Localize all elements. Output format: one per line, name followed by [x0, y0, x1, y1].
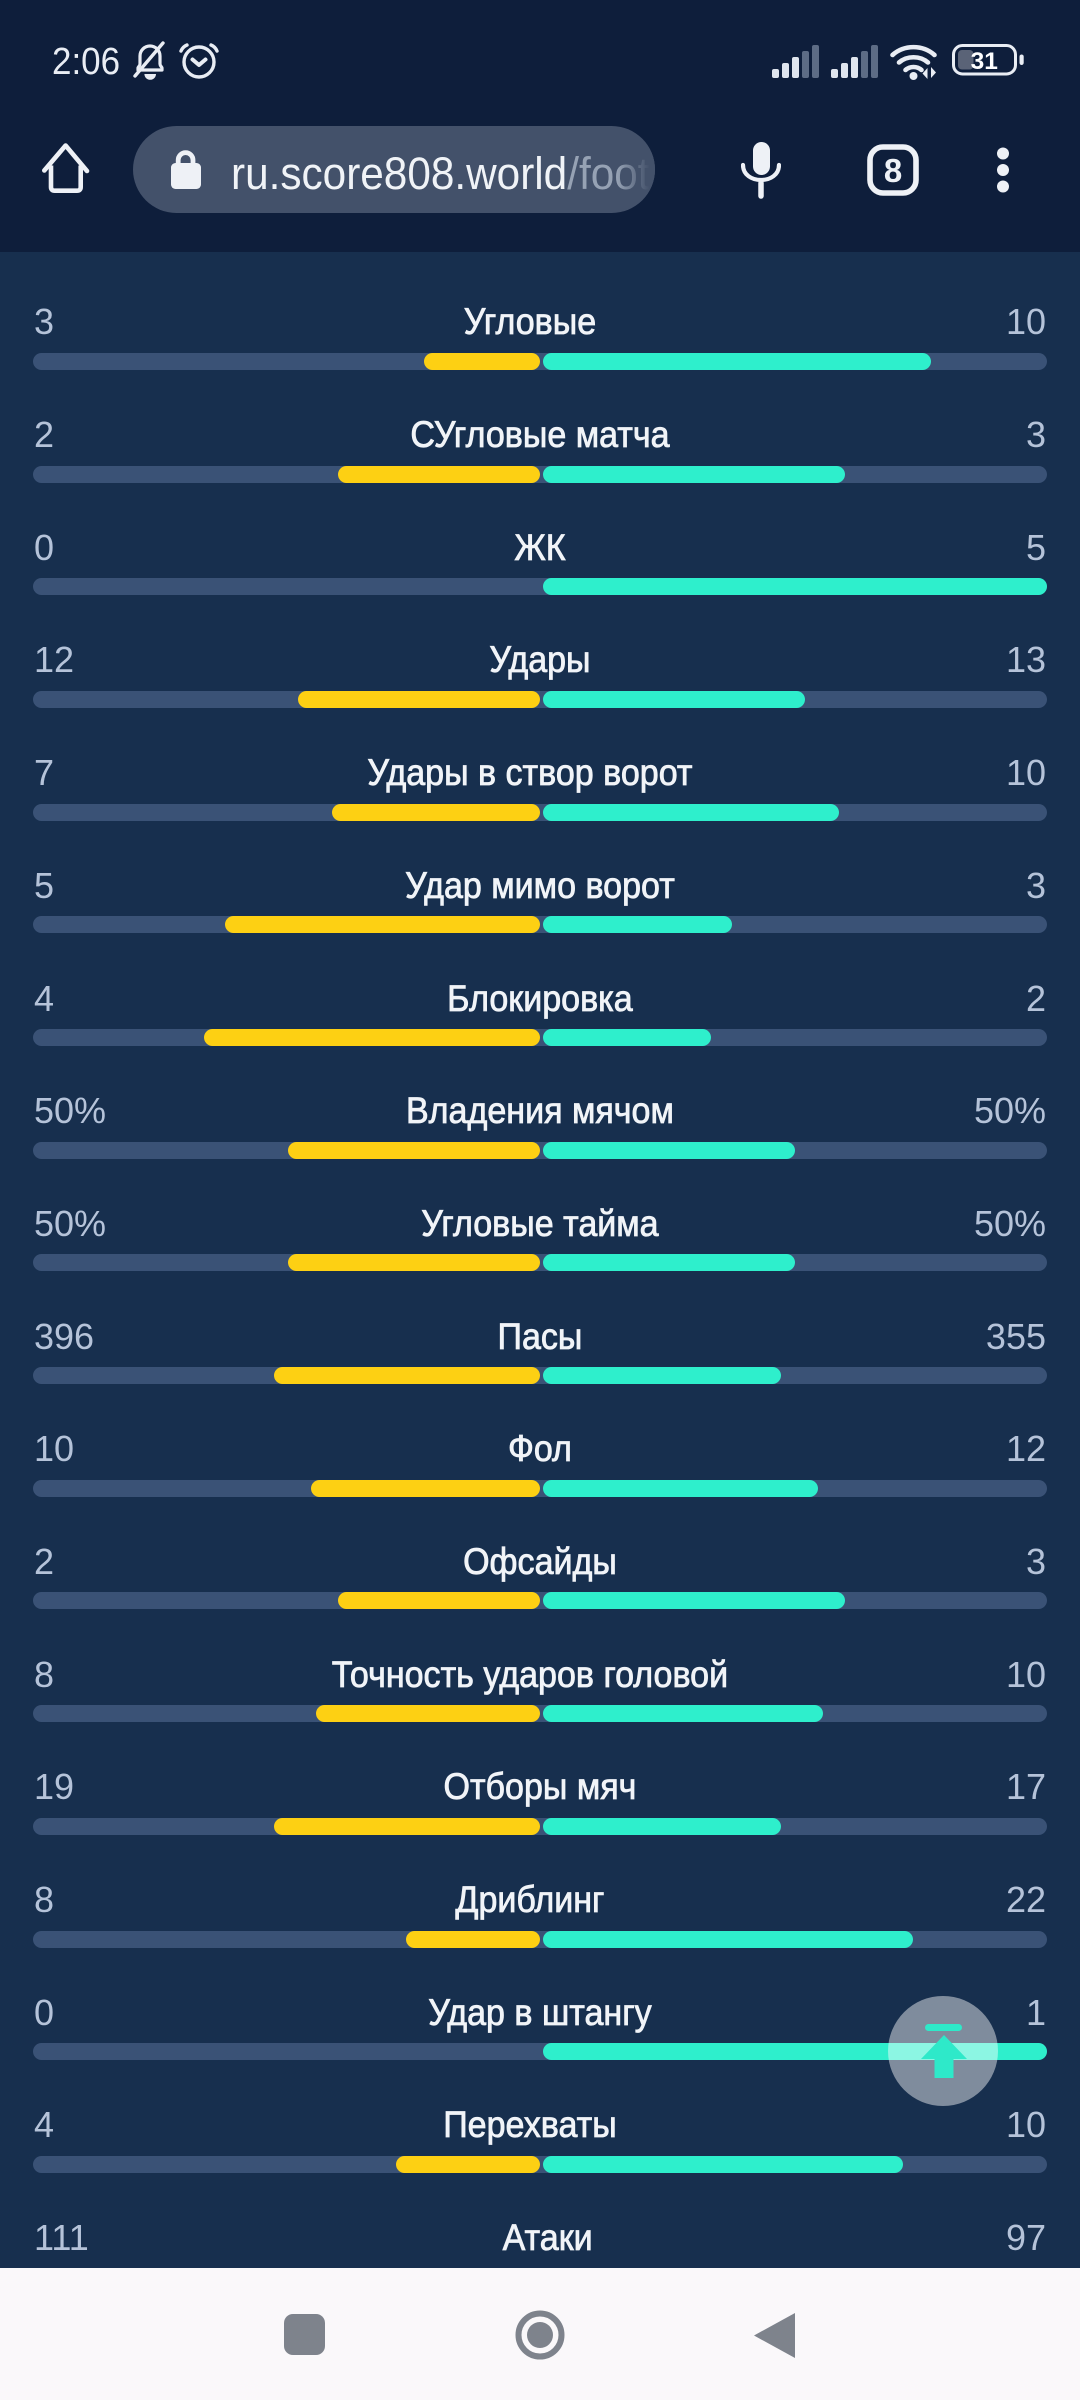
- svg-text:31: 31: [971, 48, 998, 75]
- svg-text:8: 8: [884, 152, 902, 189]
